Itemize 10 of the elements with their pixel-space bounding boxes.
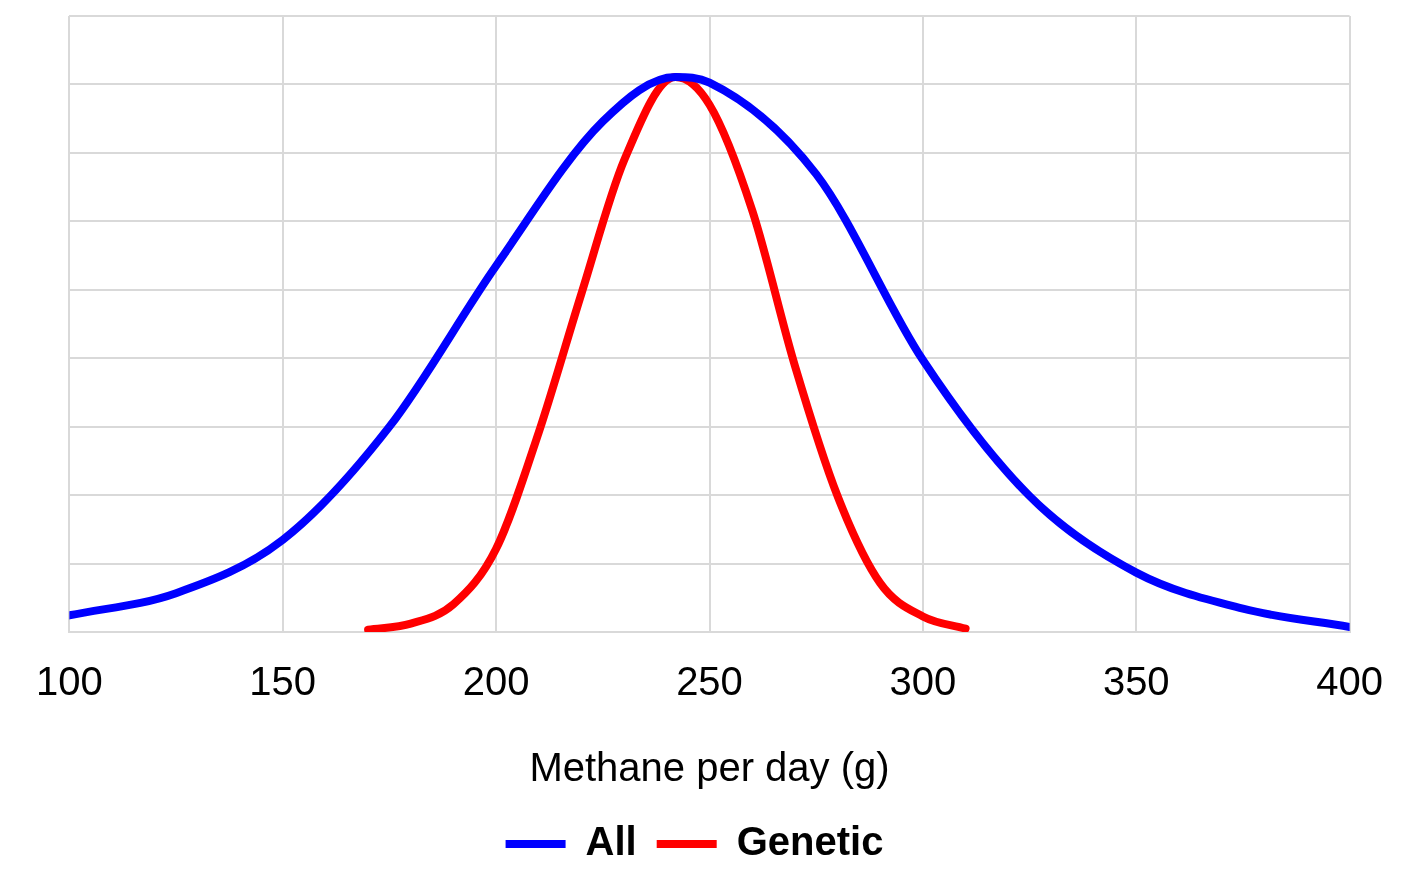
x-tick-label: 350	[1102, 659, 1170, 704]
x-tick-label: 200	[462, 659, 530, 704]
legend-label: All	[585, 819, 637, 864]
x-tick-label: 100	[35, 659, 103, 704]
x-axis-title: Methane per day (g)	[529, 745, 890, 790]
x-tick-label: 250	[676, 659, 743, 704]
x-tick-label: 300	[889, 659, 957, 704]
legend-label: Genetic	[736, 819, 884, 864]
x-tick-label: 400	[1316, 659, 1384, 704]
x-tick-label: 150	[249, 659, 317, 704]
